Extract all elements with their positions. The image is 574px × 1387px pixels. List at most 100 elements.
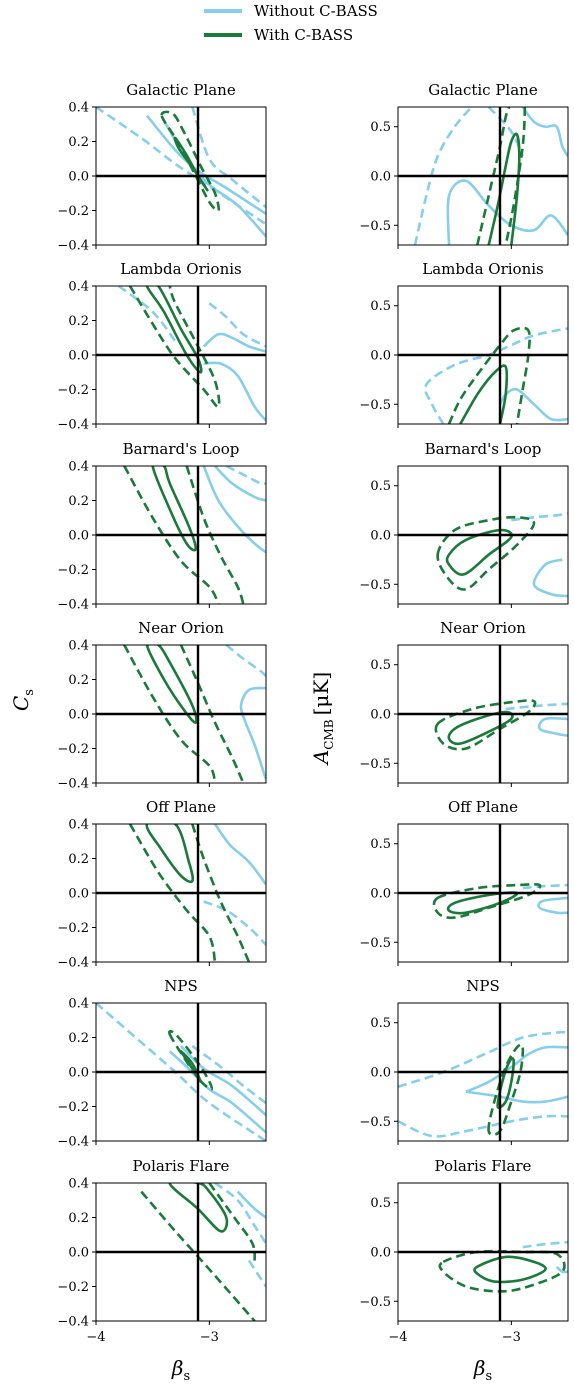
y-tick-label: 0.0 <box>370 529 391 544</box>
y-tick-label: 0.0 <box>68 170 89 185</box>
contour-without-cbass-inner <box>145 114 266 215</box>
x-tick-label: −4 <box>86 1330 105 1345</box>
contour-without-cbass-outer <box>117 286 177 342</box>
panel-cs-4: Off Plane 0.4 0.2 0.0 −0.2 −0.4 <box>57 798 267 971</box>
contour-without-cbass-outer <box>505 702 568 711</box>
contour-without-cbass-outer <box>511 512 568 522</box>
x-tick-label: −3 <box>200 1330 219 1345</box>
y-tick-label: −0.2 <box>57 383 89 398</box>
y-tick-label: 0.5 <box>370 1016 391 1031</box>
x-tick-label: −4 <box>388 1330 407 1345</box>
contour-group <box>423 326 568 424</box>
contour-with-cbass-outer <box>140 1190 256 1321</box>
y-tick-label: −0.2 <box>57 742 89 757</box>
y-tick-label: −0.2 <box>57 204 89 219</box>
panel-title: Barnard's Loop <box>425 440 542 458</box>
contour-without-cbass-outer <box>208 302 266 348</box>
x-tick-label: −3 <box>502 1330 521 1345</box>
y-tick-label: 0.4 <box>68 280 89 295</box>
y-tick-label: 0.0 <box>68 1246 89 1261</box>
y-tick-label: −0.4 <box>57 1315 89 1330</box>
y-tick-label: −0.4 <box>57 777 89 792</box>
contour-without-cbass-outer <box>413 107 473 245</box>
panel-title: Lambda Orionis <box>120 260 242 278</box>
contour-without-cbass-inner <box>213 824 266 886</box>
panel-acmb-2: Barnard's Loop 0.5 0.0 −0.5 <box>359 440 569 608</box>
y-tick-label: −0.4 <box>57 1135 89 1150</box>
contour-without-cbass-outer <box>398 1114 568 1138</box>
panel-cs-2: Barnard's Loop 0.4 0.2 0.0 −0.2 −0.4 <box>57 440 267 613</box>
contour-with-cbass-outer <box>436 515 536 591</box>
x-axis-label-main: β <box>473 1356 486 1380</box>
contour-without-cbass-inner <box>537 896 568 915</box>
contour-with-cbass-outer <box>208 1183 256 1261</box>
contour-without-cbass-outer <box>423 327 568 424</box>
panel-acmb-6: Polaris Flare 0.5 0.0 −0.5 −4 −3 <box>359 1157 569 1345</box>
contour-group <box>398 1030 568 1138</box>
panel-title: Near Orion <box>138 619 224 637</box>
contour-without-cbass-outer <box>522 883 568 890</box>
contour-without-cbass-outer <box>214 1183 266 1245</box>
panel-cs-5: NPS 0.4 0.2 0.0 −0.2 −0.4 <box>57 977 267 1150</box>
contour-with-cbass-inner <box>496 1057 515 1109</box>
contour-with-cbass-outer <box>160 110 220 213</box>
contour-without-cbass-inner <box>537 716 568 737</box>
contour-group <box>123 466 266 604</box>
panel-acmb-1: Lambda Orionis 0.5 0.0 −0.5 <box>359 260 569 428</box>
contour-with-cbass-inner <box>151 466 198 552</box>
right-ylabel-unit: [μK] <box>309 672 333 716</box>
y-tick-label: 0.0 <box>370 1246 391 1261</box>
panel-title: Near Orion <box>440 619 526 637</box>
panel-cs-1: Lambda Orionis 0.4 0.2 0.0 −0.2 −0.4 <box>57 260 267 433</box>
contour-without-cbass-outer <box>191 1045 266 1105</box>
y-tick-label: 0.5 <box>370 1196 391 1211</box>
panel-acmb-0: Galactic Plane 0.5 0.0 −0.5 <box>359 81 569 249</box>
y-tick-label: −0.2 <box>57 1280 89 1295</box>
panels: Galactic Plane 0.4 0.2 0.0 −0.2 −0.4 Galactic … <box>57 81 569 1345</box>
x-axis-label-main: β <box>171 1356 184 1380</box>
contour-group <box>436 512 568 598</box>
contour-with-cbass-outer <box>128 286 221 409</box>
y-tick-label: 0.4 <box>68 639 89 654</box>
left-ylabel-sub: s <box>22 689 37 696</box>
panel-acmb-4: Off Plane 0.5 0.0 −0.5 <box>359 798 569 966</box>
contour-without-cbass-inner <box>555 1265 568 1274</box>
y-tick-label: 0.0 <box>68 349 89 364</box>
y-tick-label: −0.2 <box>57 921 89 936</box>
contour-without-cbass-inner <box>202 466 266 554</box>
contour-without-cbass-inner <box>239 686 266 780</box>
contour-without-cbass-outer <box>96 107 266 226</box>
contour-without-cbass-inner <box>168 1050 266 1134</box>
legend-label: Without C-BASS <box>254 2 378 20</box>
contour-group <box>438 1240 568 1293</box>
x-axis-label-sub: s <box>485 1369 492 1384</box>
y-tick-label: 0.0 <box>68 708 89 723</box>
contour-without-cbass-inner <box>465 1045 568 1093</box>
y-tick-label: 0.4 <box>68 818 89 833</box>
contour-without-cbass-outer <box>522 1240 568 1249</box>
y-tick-label: 0.0 <box>68 1066 89 1081</box>
contour-with-cbass-inner <box>145 286 203 374</box>
panel-title: Galactic Plane <box>126 81 236 99</box>
right-ylabel-main: A <box>309 750 333 766</box>
contour-without-cbass-inner <box>521 107 568 157</box>
y-tick-label: 0.5 <box>370 837 391 852</box>
contour-with-cbass-outer <box>432 882 542 920</box>
panel-acmb-5: NPS 0.5 0.0 −0.5 <box>359 977 569 1145</box>
legend: Without C-BASS With C-BASS <box>204 2 378 44</box>
y-tick-label: 0.0 <box>370 1066 391 1081</box>
contour-without-cbass-inner <box>498 387 568 422</box>
y-tick-label: −0.2 <box>57 563 89 578</box>
y-tick-label: 0.5 <box>370 120 391 135</box>
y-tick-label: −0.5 <box>359 757 391 772</box>
contour-without-cbass-inner <box>532 558 568 598</box>
panel-cs-6: Polaris Flare 0.4 0.2 0.0 −0.2 −0.4−4 −3 <box>57 1157 267 1345</box>
contour-group <box>123 645 266 783</box>
y-tick-label: 0.2 <box>68 673 89 688</box>
y-tick-label: −0.2 <box>57 1100 89 1115</box>
contour-without-cbass-outer <box>225 645 266 677</box>
y-tick-label: −0.4 <box>57 239 89 254</box>
y-tick-label: 0.2 <box>68 494 89 509</box>
contour-without-cbass-inner <box>202 332 266 353</box>
